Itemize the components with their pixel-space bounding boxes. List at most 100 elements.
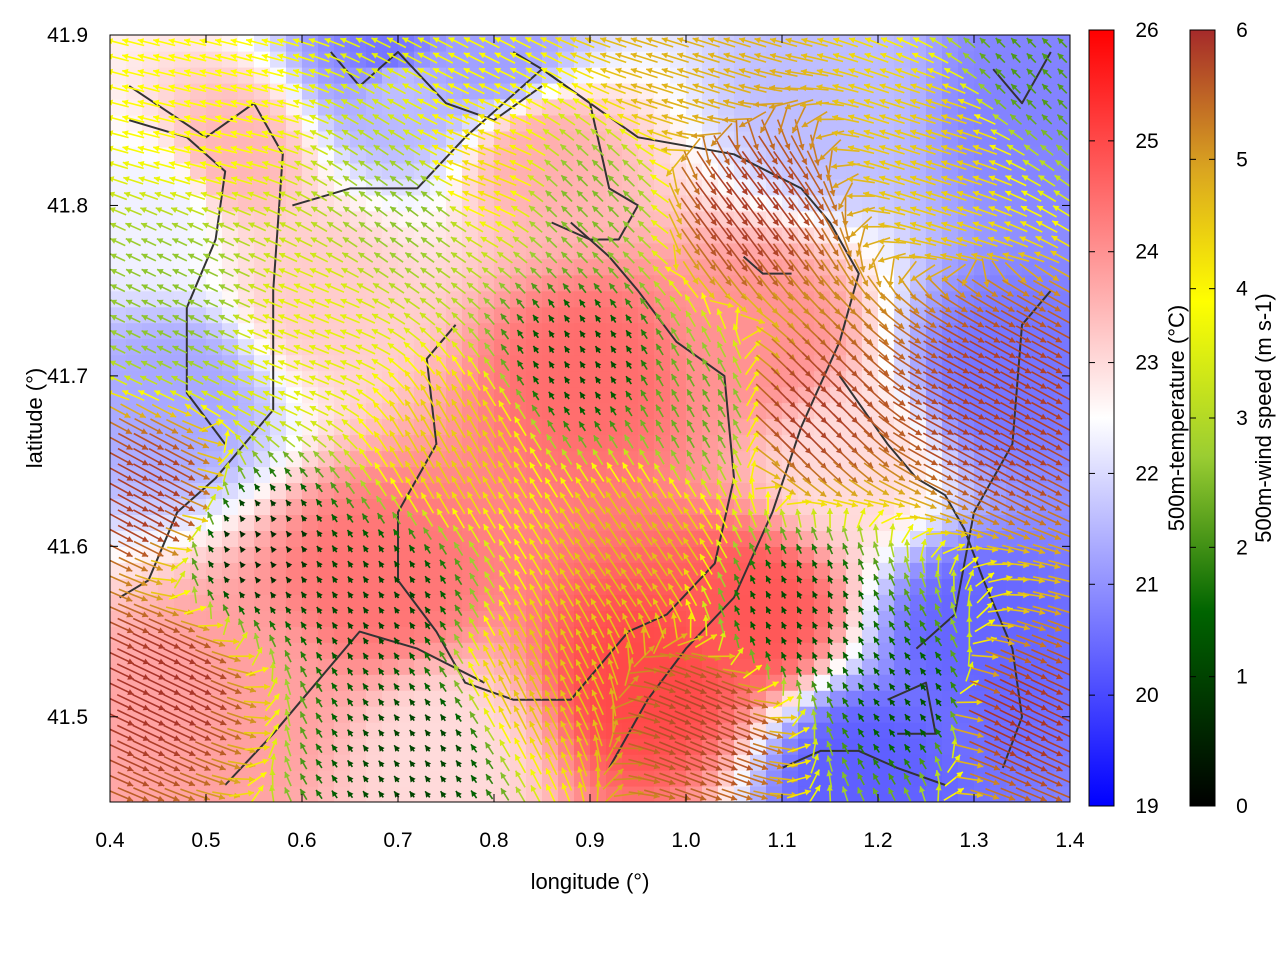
temperature-cell xyxy=(302,706,319,723)
temperature-cell xyxy=(302,290,319,308)
temperature-cell xyxy=(430,226,447,244)
temperature-cell xyxy=(846,194,863,212)
temperature-cell xyxy=(126,722,143,739)
temperature-cell xyxy=(1022,67,1039,84)
temperature-cell xyxy=(222,338,239,356)
temperature-cell xyxy=(398,194,415,212)
temperature-cell xyxy=(286,722,303,739)
temperature-cell xyxy=(206,354,223,372)
temperature-cell xyxy=(158,338,175,356)
temperature-cell xyxy=(190,322,207,340)
temperature-cell xyxy=(558,434,575,452)
temperature-cell xyxy=(462,434,479,452)
temperature-cell xyxy=(606,178,623,196)
temperature-cell xyxy=(142,306,159,324)
temperature-cell xyxy=(590,306,607,324)
temperature-cell xyxy=(414,35,431,52)
temperature-cell xyxy=(638,354,655,372)
temperature-cell xyxy=(478,786,495,802)
temperature-cell xyxy=(126,386,143,404)
temperature-cell xyxy=(430,530,447,547)
temperature-cell xyxy=(142,706,159,723)
temperature-cell xyxy=(430,242,447,260)
temperature-cell xyxy=(238,274,255,292)
temperature-cell xyxy=(526,178,543,196)
temperature-cell xyxy=(398,146,415,164)
temperature-cell xyxy=(1006,258,1023,276)
temperature-cell xyxy=(350,786,367,802)
temperature-cell xyxy=(206,322,223,340)
temperature-cell xyxy=(638,642,655,659)
temperature-cell xyxy=(670,706,687,723)
temperature-cell xyxy=(350,754,367,771)
temperature-cell xyxy=(286,370,303,388)
temperature-cell xyxy=(494,434,511,452)
temperature-cell xyxy=(206,466,223,483)
temperature-cell xyxy=(238,722,255,739)
temperature-cell xyxy=(446,82,463,100)
temperature-cell xyxy=(926,562,943,579)
temperature-cell xyxy=(414,146,431,164)
temperature-cell xyxy=(430,67,447,84)
temperature-cell xyxy=(622,322,639,340)
temperature-cell xyxy=(206,274,223,292)
temperature-cell xyxy=(446,530,463,547)
temperature-cell xyxy=(526,130,543,148)
temperature-cell xyxy=(494,530,511,547)
temperature-cell xyxy=(270,610,287,627)
temperature-cell xyxy=(958,610,975,627)
temperature-cell xyxy=(254,434,271,452)
temperature-cell xyxy=(414,82,431,100)
temperature-cell xyxy=(654,354,671,372)
temperature-cell xyxy=(382,370,399,388)
temperature-cell xyxy=(190,786,207,802)
temperature-cell xyxy=(238,450,255,468)
temperature-cell xyxy=(526,402,543,420)
temperature-cell xyxy=(574,210,591,228)
temperature-cell xyxy=(446,562,463,579)
temperature-cell xyxy=(542,82,559,100)
temperature-cell xyxy=(238,338,255,356)
temperature-cell xyxy=(670,722,687,739)
temperature-cell xyxy=(478,578,495,595)
temperature-cell xyxy=(494,258,511,276)
temperature-cell xyxy=(574,594,591,611)
temperature-cell xyxy=(574,290,591,308)
temperature-cell xyxy=(382,35,399,52)
temperature-cell xyxy=(334,658,351,675)
temperature-cell xyxy=(654,322,671,340)
temperature-cell xyxy=(414,722,431,739)
temperature-cell xyxy=(206,242,223,260)
temperature-cell xyxy=(382,482,399,499)
temperature-cell xyxy=(686,242,703,260)
temperature-cell xyxy=(366,722,383,739)
temperature-cell xyxy=(1006,35,1023,52)
temperature-cell xyxy=(398,498,415,515)
temperature-cell xyxy=(526,194,543,212)
temperature-cell xyxy=(286,354,303,372)
temperature-cell xyxy=(574,610,591,627)
temperature-cell xyxy=(398,162,415,180)
temperature-cell xyxy=(334,738,351,755)
temperature-cell xyxy=(126,514,143,531)
temperature-cell xyxy=(334,370,351,388)
temperature-cell xyxy=(622,738,639,755)
temperature-cell xyxy=(590,578,607,595)
temperature-cell xyxy=(974,51,991,68)
temperature-cell xyxy=(558,130,575,148)
temperature-cell xyxy=(446,770,463,787)
temperature-cell xyxy=(126,706,143,723)
temperature-cell xyxy=(462,402,479,420)
temperature-cell xyxy=(302,274,319,292)
temperature-cell xyxy=(606,402,623,420)
temperature-cell xyxy=(126,338,143,356)
temperature-cell xyxy=(366,146,383,164)
temperature-cell xyxy=(398,770,415,787)
temperature-cell xyxy=(366,530,383,547)
temperature-cell xyxy=(366,578,383,595)
temperature-cell xyxy=(302,594,319,611)
temperature-cell xyxy=(510,274,527,292)
temperature-cell xyxy=(462,258,479,276)
temperature-cell xyxy=(478,274,495,292)
temperature-cell xyxy=(558,562,575,579)
